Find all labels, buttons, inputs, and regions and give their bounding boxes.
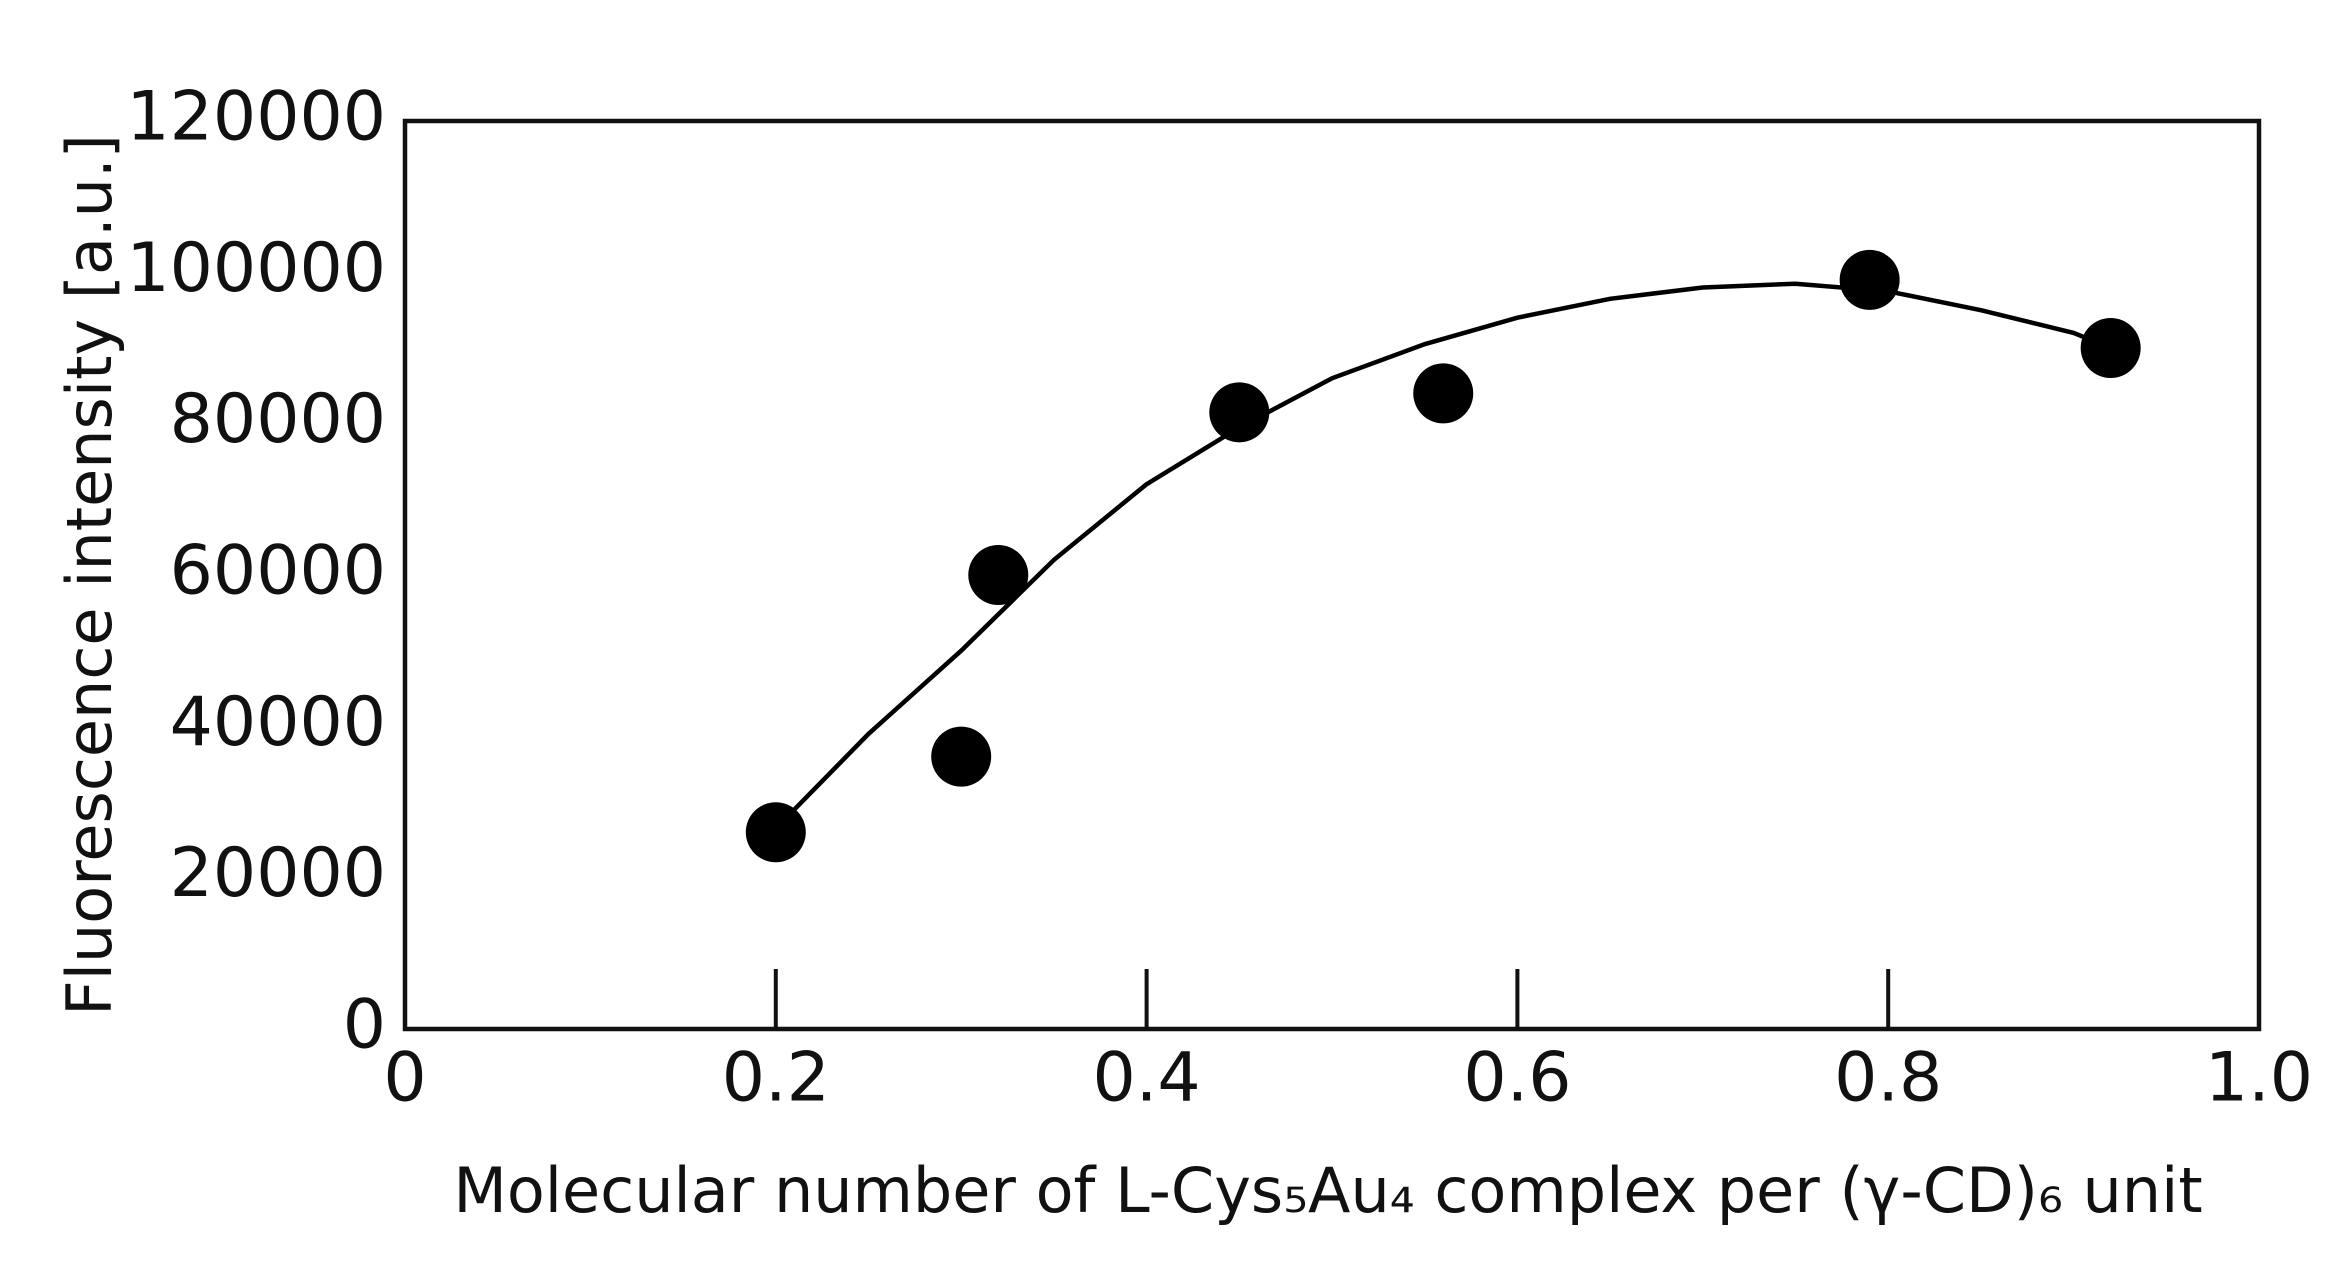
- data-point: [1413, 363, 1474, 424]
- data-point: [931, 726, 992, 787]
- x-axis-title: Molecular number of L-Cys₅Au₄ complex pe…: [453, 1154, 2202, 1227]
- x-tick-label: 0: [383, 1039, 426, 1118]
- plot-frame: [402, 118, 2262, 1032]
- data-point: [968, 545, 1029, 605]
- data-point: [2080, 318, 2141, 378]
- y-tick-label: 60000: [170, 532, 386, 611]
- data-point: [745, 802, 806, 863]
- x-tick-label: 0.8: [1834, 1039, 1942, 1118]
- data-point: [1839, 249, 1900, 310]
- y-axis-title: Fluorescence intensity [a.u.]: [53, 134, 126, 1016]
- data-point: [1209, 382, 1270, 443]
- fit-curve: [792, 281, 2112, 812]
- y-tick-label: 40000: [170, 683, 386, 762]
- x-tick-label: 0.6: [1463, 1039, 1571, 1118]
- y-tick-label: 80000: [170, 380, 386, 459]
- y-tick-label: 20000: [170, 834, 386, 913]
- y-tick-label: 120000: [126, 78, 386, 157]
- x-tick-label: 0.4: [1093, 1039, 1201, 1118]
- x-tick-label: 0.2: [722, 1039, 830, 1118]
- x-tick-label: 1.0: [2205, 1039, 2313, 1118]
- y-tick-label: 100000: [126, 229, 386, 308]
- y-tick-label: 0: [343, 986, 386, 1065]
